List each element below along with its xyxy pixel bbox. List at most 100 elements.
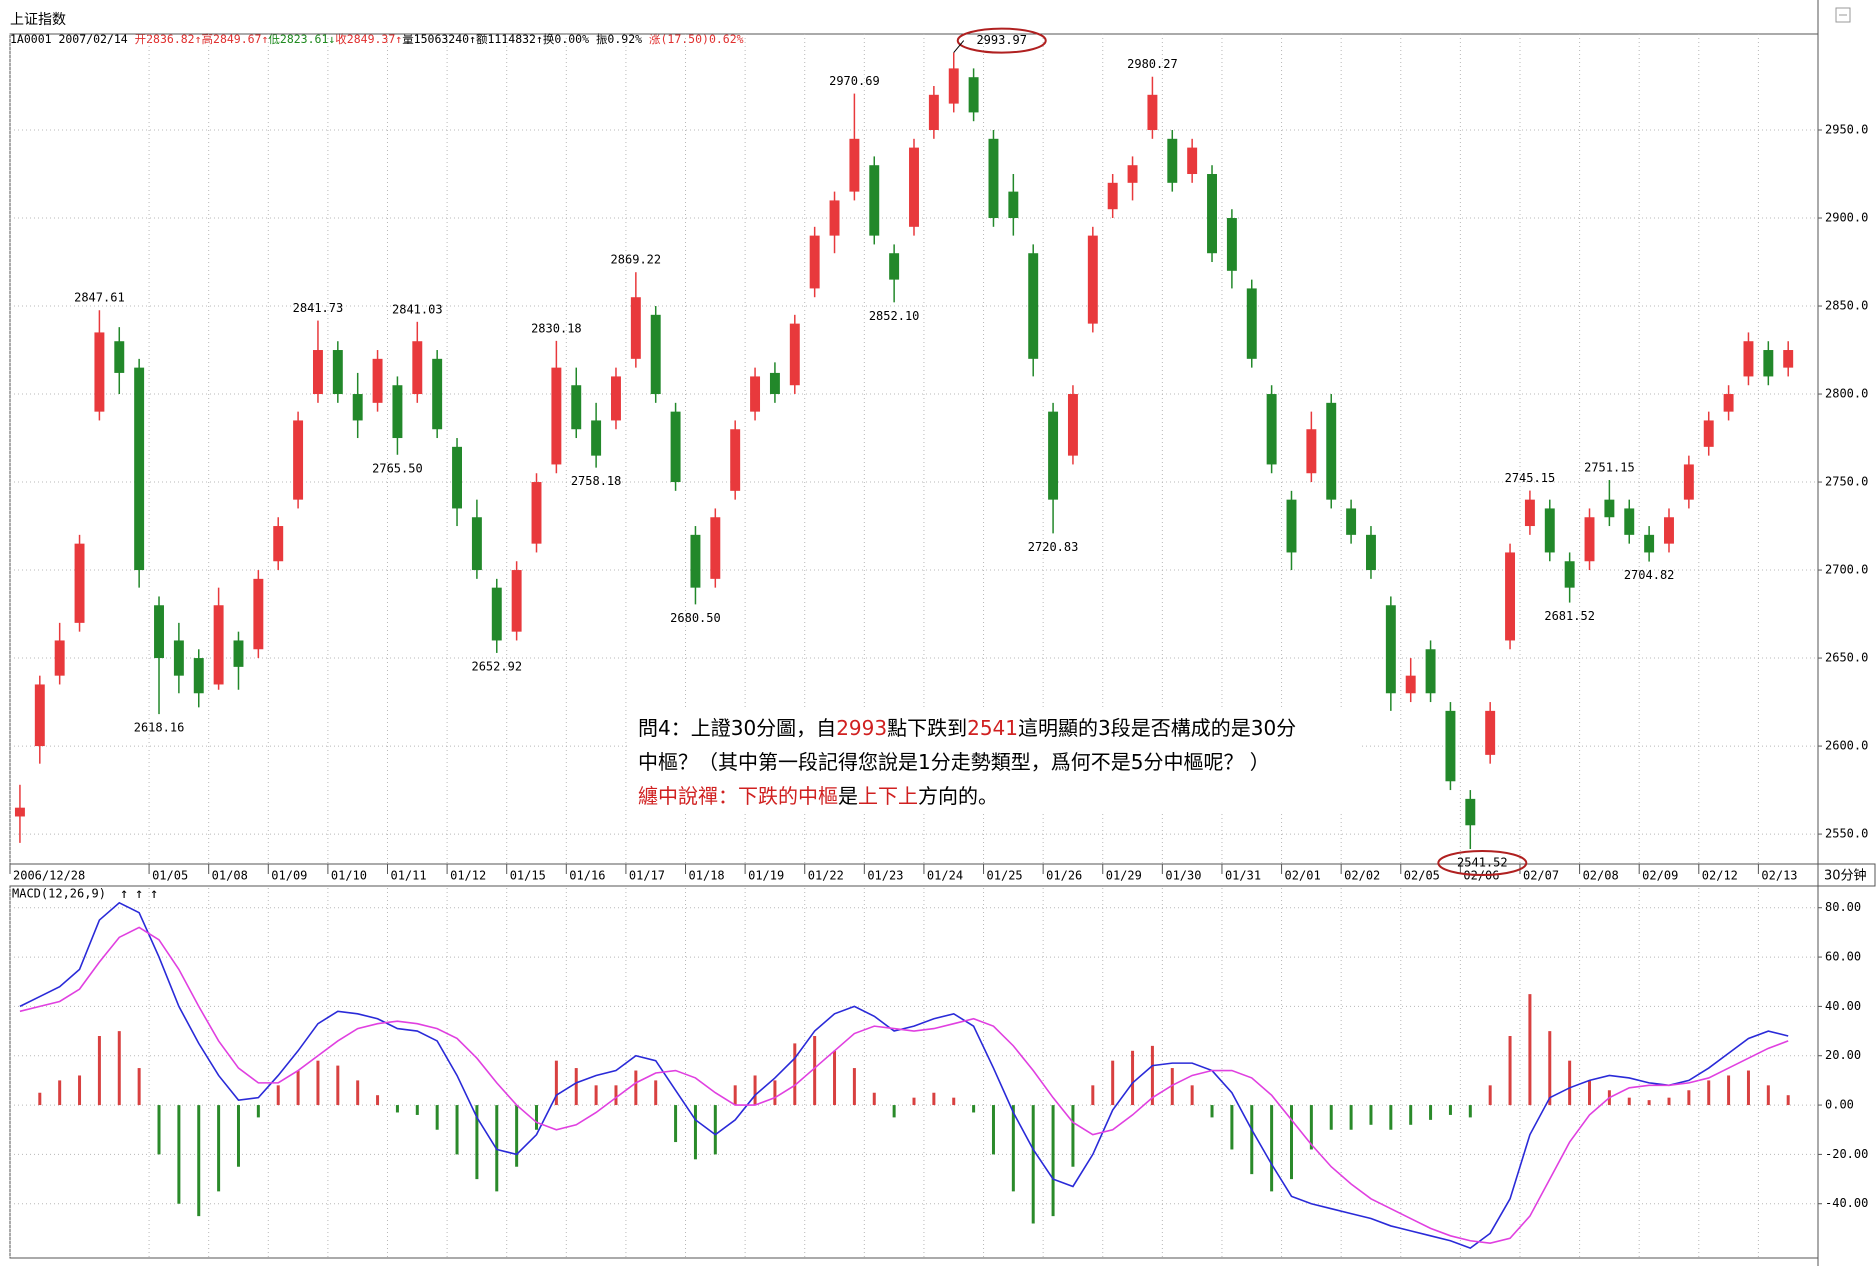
candle-body bbox=[1763, 350, 1774, 377]
candle-body bbox=[1048, 411, 1059, 500]
note-segment: 點下跌到 bbox=[887, 716, 967, 740]
macd-marker: ↑ bbox=[150, 886, 158, 902]
note-segment: 纏中說禪：下跌的中樞 bbox=[638, 784, 838, 808]
y-tick-label: 2850.0 bbox=[1825, 299, 1868, 313]
candle-body bbox=[889, 253, 900, 280]
macd-line bbox=[19, 926, 1789, 1245]
candle-body bbox=[1286, 499, 1297, 553]
quote-item: 涨(17.50)0.62% bbox=[649, 32, 744, 46]
candle-body bbox=[849, 138, 860, 192]
candle-body bbox=[1266, 394, 1277, 465]
header-title: 上证指数 bbox=[10, 12, 66, 28]
note-segment: 是 bbox=[838, 784, 858, 808]
candle-body bbox=[14, 807, 25, 817]
x-tick-label: 01/11 bbox=[390, 869, 426, 883]
candle-body bbox=[1087, 235, 1098, 324]
candle-body bbox=[1703, 420, 1714, 447]
quote-item: 振0.92% bbox=[596, 32, 649, 46]
annotation-label: 2681.52 bbox=[1544, 609, 1595, 623]
candle-body bbox=[1505, 552, 1516, 641]
candle-body bbox=[690, 534, 701, 588]
annotation-label: 2830.18 bbox=[531, 321, 582, 335]
candle-body bbox=[34, 684, 45, 747]
annotation-label: 2652.92 bbox=[471, 659, 522, 673]
candle-body bbox=[1306, 429, 1317, 474]
note-segment: 這明顯的3段是否構成的是30分 bbox=[1018, 716, 1296, 740]
annotation-label: 2841.73 bbox=[293, 301, 344, 315]
candle-body bbox=[1445, 710, 1456, 782]
window-icon[interactable] bbox=[1835, 7, 1851, 23]
x-tick-label: 01/26 bbox=[1046, 869, 1082, 883]
quote-item: 收2849.37↑ bbox=[335, 32, 402, 46]
candle-body bbox=[869, 165, 880, 236]
x-tick-label: 01/31 bbox=[1225, 869, 1261, 883]
annotation-label: 2852.10 bbox=[869, 309, 920, 323]
macd-marker: ↑ bbox=[135, 886, 143, 902]
x-tick-label: 01/23 bbox=[867, 869, 903, 883]
x-tick-label: 01/08 bbox=[212, 869, 248, 883]
candle-body bbox=[1385, 605, 1396, 694]
x-tick-label: 02/01 bbox=[1285, 869, 1321, 883]
candle-body bbox=[114, 341, 125, 373]
note-segment: 方向的。 bbox=[918, 784, 998, 808]
candle-body bbox=[1147, 94, 1158, 131]
quote-item: 高2849.67↑ bbox=[202, 32, 269, 46]
candle-body bbox=[54, 640, 65, 676]
candle-body bbox=[988, 138, 999, 219]
candle-body bbox=[750, 376, 761, 412]
x-tick-label: 01/05 bbox=[152, 869, 188, 883]
candle-body bbox=[452, 446, 462, 509]
x-tick-label: 02/07 bbox=[1523, 869, 1559, 883]
annotation-connector bbox=[953, 40, 965, 53]
x-tick-label: 02/05 bbox=[1404, 869, 1440, 883]
x-tick-label: 2006/12/28 bbox=[13, 869, 85, 883]
candle-body bbox=[1624, 508, 1635, 535]
annotation-circle bbox=[956, 27, 1047, 54]
y-tick-label: 2900.0 bbox=[1825, 211, 1868, 225]
macd-marker: ↑ bbox=[120, 886, 128, 902]
y-tick-label: -40.00 bbox=[1825, 1196, 1868, 1210]
note-segment: 問4：上證30分圖，自 bbox=[638, 716, 836, 740]
candle-body bbox=[551, 367, 562, 465]
x-tick-label: 02/12 bbox=[1702, 869, 1738, 883]
candle-body bbox=[1604, 499, 1615, 518]
annotation-label: 2745.15 bbox=[1505, 471, 1556, 485]
quote-item: 1A0001 2007/02/14 bbox=[10, 32, 135, 46]
y-tick-label: 0.00 bbox=[1825, 1098, 1854, 1112]
annotation-label: 2869.22 bbox=[611, 253, 662, 267]
annotation-label: 2680.50 bbox=[670, 611, 721, 625]
candle-body bbox=[154, 605, 164, 659]
candle-body bbox=[710, 517, 721, 579]
candle-body bbox=[1127, 165, 1138, 183]
candle-body bbox=[392, 385, 403, 439]
candle-body bbox=[789, 323, 800, 386]
quote-item: 换0.00% bbox=[543, 32, 596, 46]
candle-body bbox=[1524, 499, 1535, 527]
x-tick-label: 02/13 bbox=[1761, 869, 1797, 883]
candle-body bbox=[1326, 402, 1337, 500]
candle-body bbox=[1465, 798, 1476, 826]
candle-body bbox=[412, 341, 423, 395]
note-segment: 上下上 bbox=[858, 784, 918, 808]
candle-body bbox=[293, 420, 304, 500]
x-tick-label: 01/19 bbox=[748, 869, 784, 883]
candle-body bbox=[94, 332, 105, 412]
candle-body bbox=[1564, 561, 1575, 588]
annotation-label: 2847.61 bbox=[74, 291, 125, 305]
candle-body bbox=[312, 350, 323, 395]
candle-body bbox=[1584, 517, 1595, 562]
annotation-label: 2704.82 bbox=[1624, 568, 1675, 582]
macd-title: MACD(12,26,9) bbox=[12, 887, 106, 901]
candle-body bbox=[471, 517, 482, 571]
candle-body bbox=[611, 376, 621, 421]
candle-body bbox=[213, 605, 224, 685]
annotation-label: 2993.97 bbox=[976, 33, 1027, 47]
annotation-label: 2541.52 bbox=[1457, 856, 1508, 870]
candle-body bbox=[1187, 147, 1198, 175]
candle-body bbox=[134, 367, 145, 571]
candle-body bbox=[233, 640, 244, 667]
candle-body bbox=[909, 147, 919, 227]
